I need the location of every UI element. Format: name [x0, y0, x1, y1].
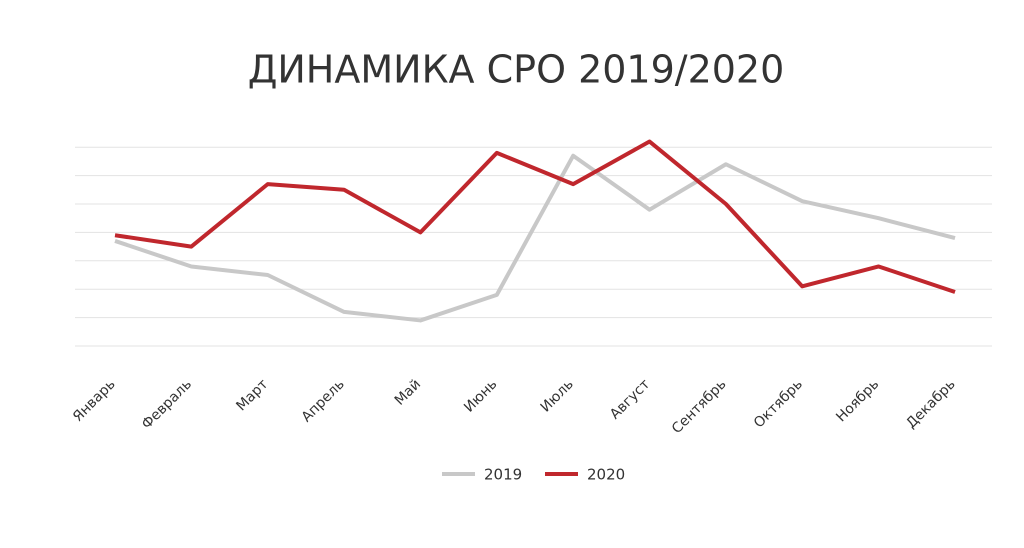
line-series [114, 139, 956, 294]
x-tick-label: Ноябрь [833, 376, 882, 425]
x-tick-label: Август [607, 376, 653, 422]
x-tick-label: Октябрь [751, 376, 806, 431]
legend-label: 2020 [587, 466, 625, 484]
legend-label: 2019 [484, 466, 522, 484]
x-tick-label: Январь [70, 376, 119, 425]
x-tick-label: Март [233, 376, 271, 414]
chart-title: ДИНАМИКА СРО 2019/2020 [248, 48, 785, 92]
line-series [114, 153, 956, 323]
x-tick-label: Май [392, 376, 424, 408]
x-tick-label: Сентябрь [669, 376, 730, 437]
x-tick-label: Декабрь [903, 376, 958, 431]
x-tick-label: Июнь [461, 376, 500, 415]
x-tick-label: Февраль [139, 376, 195, 432]
x-tick-label: Апрель [299, 376, 348, 425]
x-tick-label: Июль [538, 376, 577, 415]
